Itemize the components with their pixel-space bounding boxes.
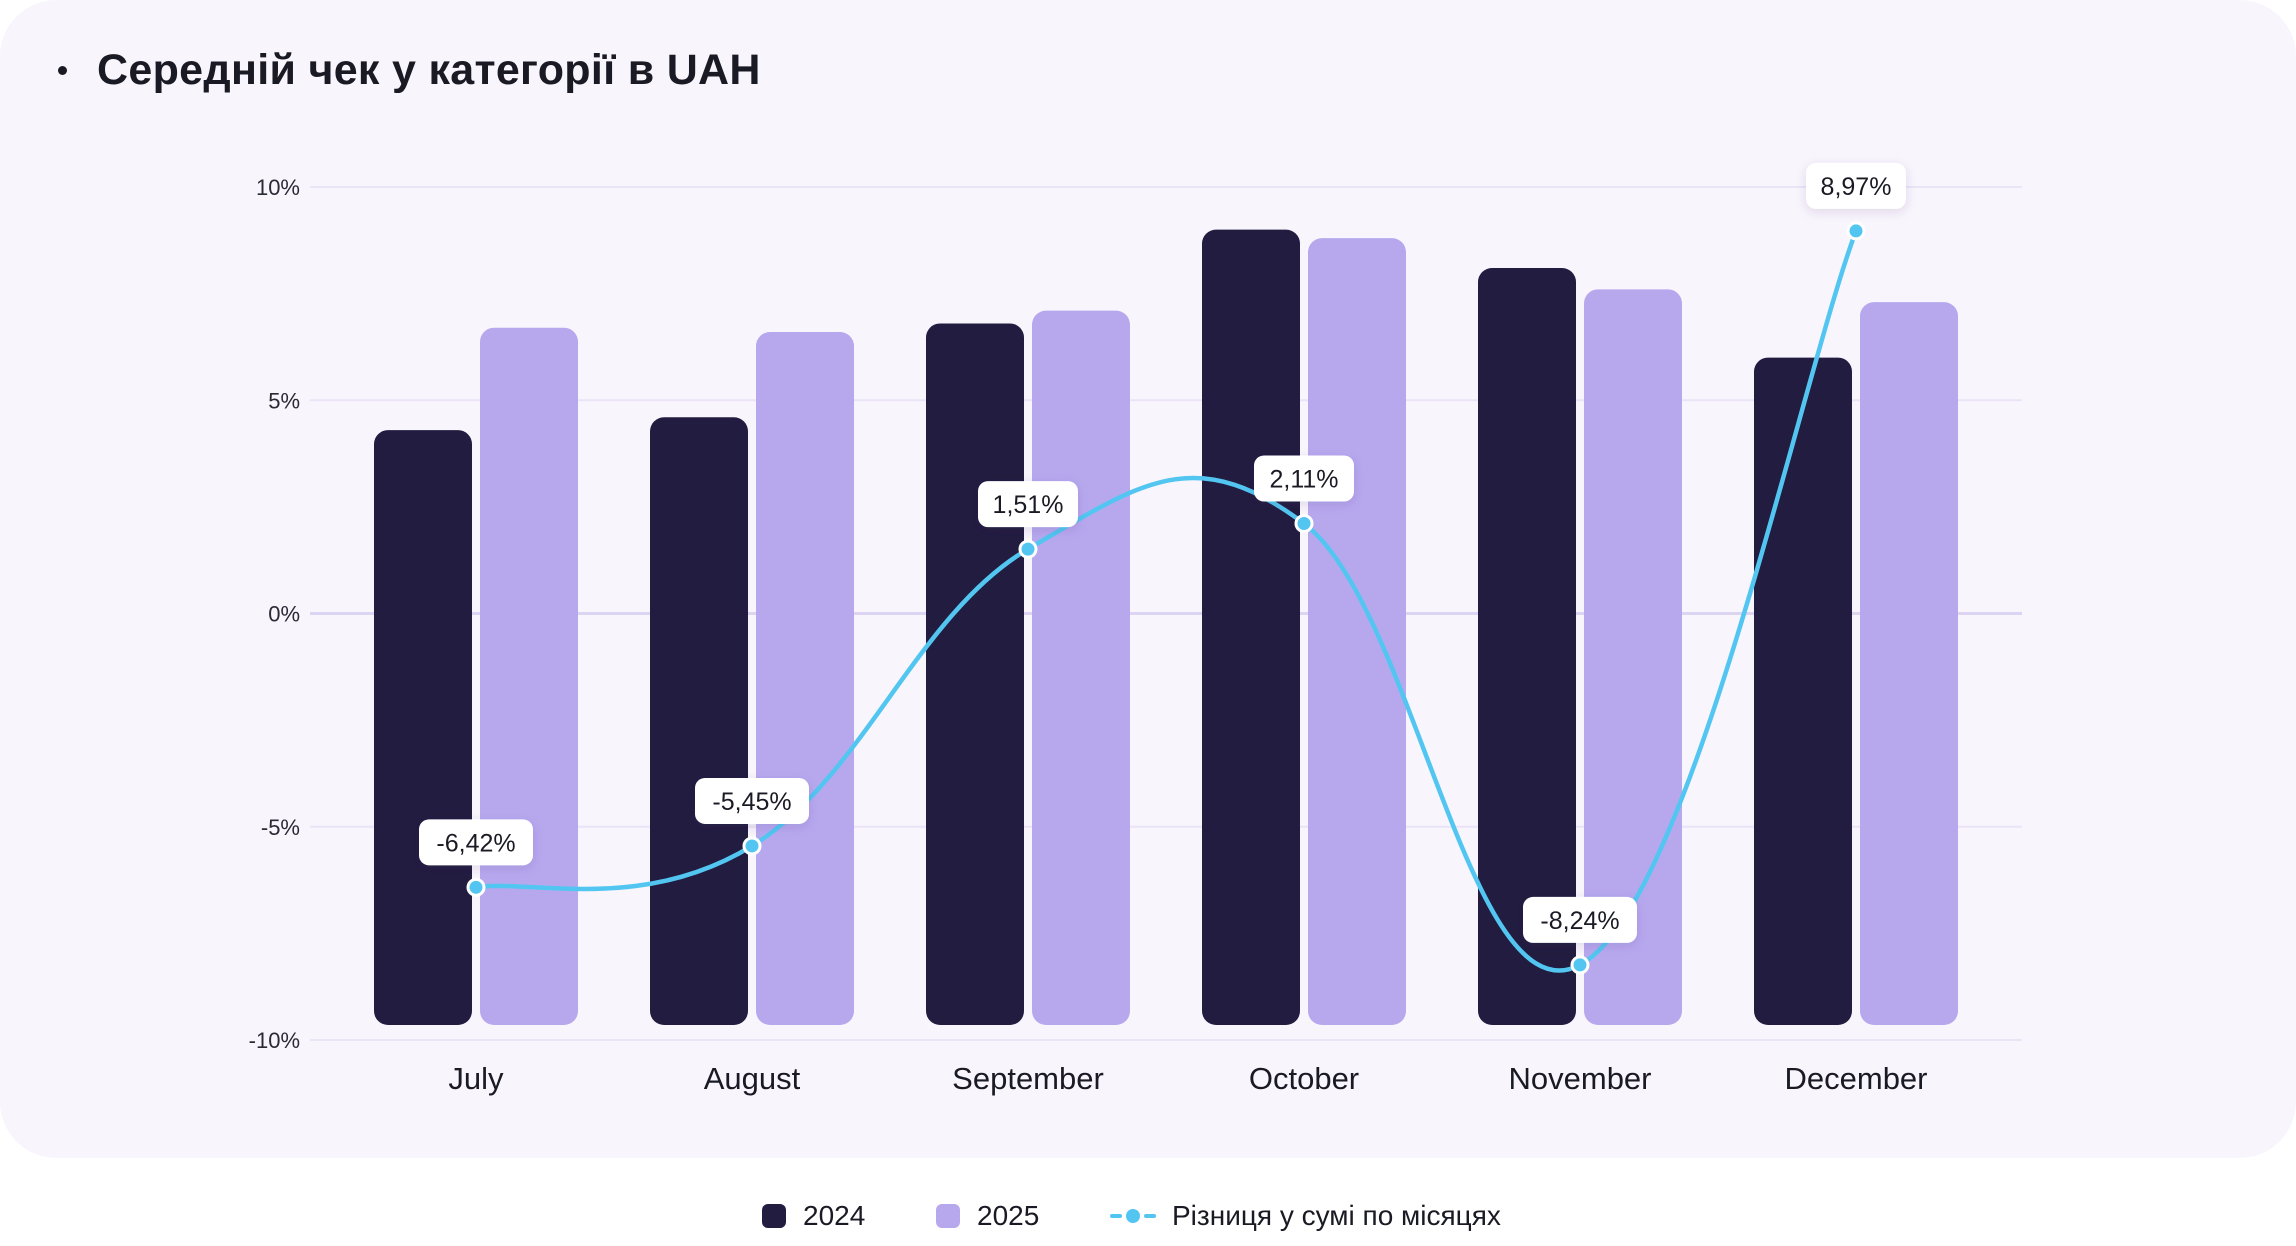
chart-title: Середній чек у категорії в UAH [97, 46, 761, 94]
x-tick-label-november: November [1509, 1061, 1652, 1096]
legend-label-2025: 2025 [977, 1200, 1040, 1231]
x-tick-label-july: July [448, 1061, 504, 1096]
bar-2024-september [926, 323, 1024, 1026]
bar-2025-december [1860, 302, 1958, 1025]
legend-item-difference: Різниця у сумі по місяцях [1110, 1200, 1501, 1232]
difference-data-label-december: 8,97% [1806, 162, 1906, 209]
legend-swatch-2025 [936, 1204, 960, 1228]
difference-data-label-july: -6,42% [419, 819, 533, 866]
x-tick-label-august: August [704, 1061, 801, 1096]
bar-2025-october [1308, 238, 1406, 1025]
data-label-text: -6,42% [436, 829, 515, 857]
difference-point-december [1846, 221, 1866, 241]
data-label-box [1254, 455, 1354, 502]
difference-data-label-september: 1,51% [978, 481, 1078, 528]
difference-point-september [1018, 539, 1038, 559]
legend-item-2025: 2025 [936, 1200, 1039, 1232]
difference-point-november [1570, 955, 1590, 975]
data-label-box [1523, 896, 1637, 943]
bar-2024-october [1202, 229, 1300, 1025]
y-tick-label-4: -10% [249, 1028, 300, 1053]
data-label-text: 1,51% [993, 491, 1064, 519]
x-tick-label-october: October [1249, 1061, 1359, 1096]
bar-2025-november [1584, 289, 1682, 1025]
bar-2025-september [1032, 310, 1130, 1025]
bar-2024-august [650, 417, 748, 1025]
x-tick-label-september: September [952, 1061, 1104, 1096]
bar-2024-july [374, 430, 472, 1026]
bar-2024-december [1754, 357, 1852, 1026]
difference-point-october [1294, 514, 1314, 534]
legend-line-marker-icon [1110, 1204, 1156, 1228]
legend-item-2024: 2024 [762, 1200, 865, 1232]
x-tick-label-december: December [1785, 1061, 1928, 1096]
title-bullet-icon [58, 66, 67, 75]
difference-data-label-august: -5,45% [695, 777, 809, 824]
difference-point-july [466, 877, 486, 897]
legend-label-difference: Різниця у сумі по місяцях [1172, 1200, 1501, 1231]
difference-point-august [742, 836, 762, 856]
data-label-box [695, 777, 809, 824]
legend-swatch-2024 [762, 1204, 786, 1228]
legend-label-2024: 2024 [803, 1200, 866, 1231]
y-tick-label-2: 0% [268, 602, 300, 627]
difference-data-label-november: -8,24% [1523, 896, 1637, 943]
data-label-text: -8,24% [1540, 907, 1619, 935]
data-label-box [978, 481, 1078, 528]
chart-header: Середній чек у категорії в UAH [58, 46, 761, 95]
y-tick-label-1: 5% [268, 388, 300, 413]
data-label-text: -5,45% [712, 788, 791, 816]
difference-data-label-october: 2,11% [1254, 455, 1354, 502]
y-tick-label-3: -5% [261, 815, 300, 840]
data-label-box [1806, 162, 1906, 209]
data-label-text: 8,97% [1821, 173, 1892, 201]
bar-2024-november [1478, 268, 1576, 1025]
bar-2025-july [480, 327, 578, 1025]
y-tick-label-0: 10% [256, 175, 300, 200]
bar-2025-august [756, 332, 854, 1025]
data-label-box [419, 819, 533, 866]
data-label-text: 2,11% [1269, 466, 1338, 494]
